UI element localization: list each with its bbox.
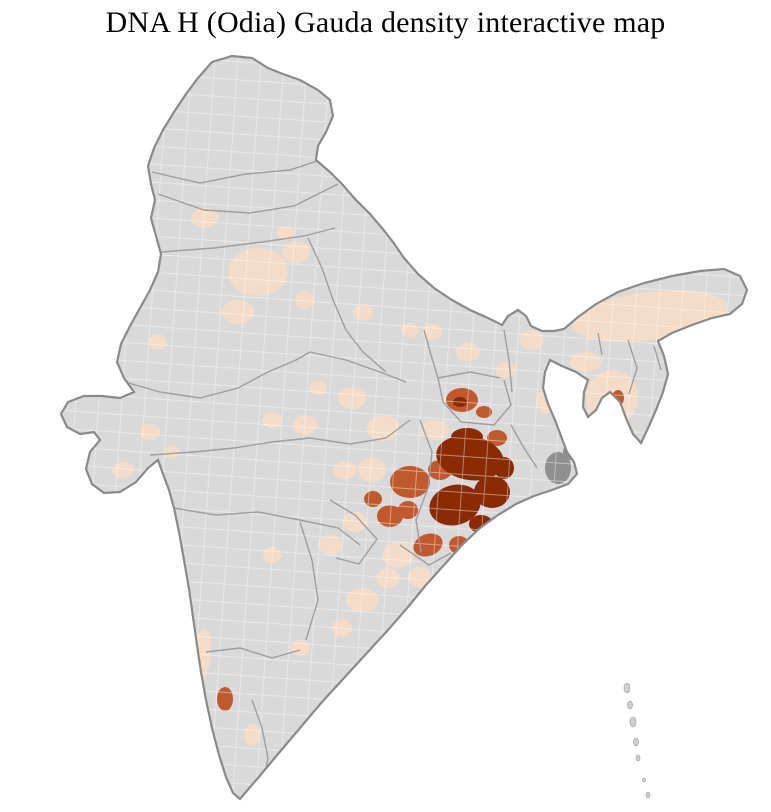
state-borders [117,159,662,785]
andaman-islands[interactable] [623,682,651,799]
district-grid-overlay [61,56,747,799]
page-title: DNA H (Odia) Gauda density interactive m… [105,6,666,39]
